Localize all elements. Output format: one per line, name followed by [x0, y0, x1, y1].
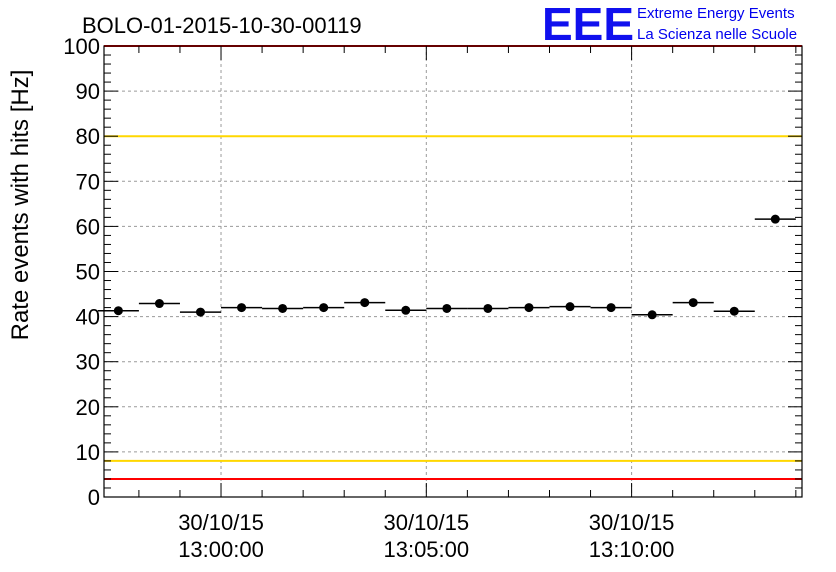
- y-tick-label: 10: [76, 440, 100, 465]
- y-tick-label: 40: [76, 305, 100, 330]
- y-tick-label: 60: [76, 214, 100, 239]
- plot-frame: [103, 45, 803, 498]
- tick-labels: 010203040506070809010030/10/1513:00:0030…: [63, 34, 674, 562]
- logo-line2: La Scienza nelle Scuole: [637, 26, 797, 43]
- data-point: [729, 306, 739, 316]
- x-tick-date: 30/10/15: [383, 510, 469, 535]
- data-point: [524, 303, 534, 313]
- x-tick-time: 13:00:00: [178, 537, 264, 562]
- data-point: [401, 305, 411, 315]
- data-point: [565, 302, 575, 312]
- data-point: [113, 306, 123, 316]
- data-point: [237, 303, 247, 313]
- logo-mark: EEE: [542, 0, 634, 50]
- data-series: [97, 214, 796, 320]
- data-point: [606, 303, 616, 313]
- y-tick-label: 90: [76, 79, 100, 104]
- y-tick-label: 70: [76, 169, 100, 194]
- y-axis-label: Rate events with hits [Hz]: [7, 70, 34, 341]
- x-tick-time: 13:10:00: [589, 537, 675, 562]
- logo-line1: Extreme Energy Events: [637, 5, 795, 22]
- chart-title: BOLO-01-2015-10-30-00119: [82, 13, 362, 38]
- y-tick-label: 100: [63, 34, 100, 59]
- grid: [104, 46, 802, 497]
- y-tick-label: 80: [76, 124, 100, 149]
- reference-lines: [104, 45, 802, 480]
- data-point: [319, 303, 329, 313]
- data-point: [688, 298, 698, 308]
- axes: [103, 45, 803, 498]
- y-tick-label: 30: [76, 350, 100, 375]
- data-point: [360, 298, 370, 308]
- data-point: [483, 303, 493, 313]
- eee-logo: EEE Extreme Energy Events La Scienza nel…: [542, 0, 797, 50]
- y-tick-label: 20: [76, 395, 100, 420]
- x-tick-date: 30/10/15: [589, 510, 675, 535]
- data-point: [278, 303, 288, 313]
- data-point: [154, 299, 164, 309]
- y-tick-label: 0: [88, 485, 100, 510]
- data-point: [647, 310, 657, 320]
- x-tick-date: 30/10/15: [178, 510, 264, 535]
- data-point: [770, 214, 780, 224]
- data-point: [442, 303, 452, 313]
- x-tick-time: 13:05:00: [383, 537, 469, 562]
- y-tick-label: 50: [76, 260, 100, 285]
- data-point: [195, 307, 205, 317]
